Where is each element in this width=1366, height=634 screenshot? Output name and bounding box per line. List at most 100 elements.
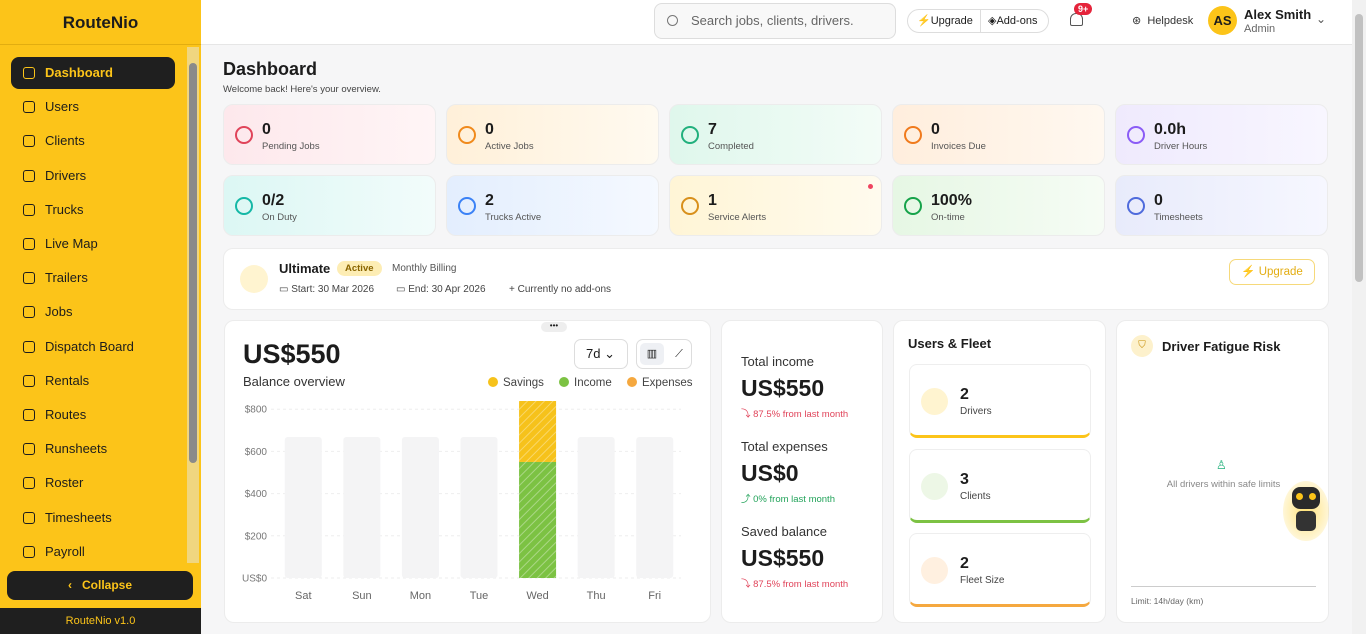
- nav-item[interactable]: Routes: [11, 399, 175, 431]
- total-change-text: 87.5% from last month: [753, 579, 849, 590]
- stat-value: 2: [485, 192, 494, 209]
- range-select[interactable]: 7d ⌄: [574, 339, 628, 369]
- stat-label: Driver Hours: [1154, 141, 1208, 152]
- collapse-button[interactable]: ‹ Collapse: [7, 571, 193, 600]
- addons-link[interactable]: ◈Add-ons: [980, 10, 1037, 32]
- stat-card: 0 Active Jobs: [446, 104, 659, 165]
- stat-icon: [458, 126, 476, 144]
- page-scrollbar: [1352, 0, 1366, 634]
- plan-start: ▭ Start: 30 Mar 2026: [279, 284, 375, 295]
- bar-placeholder: [401, 437, 439, 578]
- plan-end: ▭ End: 30 Apr 2026: [396, 284, 486, 295]
- search-box[interactable]: Search jobs, clients, drivers.: [654, 3, 896, 39]
- collapse-label: Collapse: [81, 578, 132, 592]
- bar-placeholder: [577, 437, 615, 578]
- nav-item[interactable]: Payroll: [11, 536, 175, 568]
- stat-card: 0.0h Driver Hours: [1115, 104, 1328, 165]
- fatigue-message: All drivers within safe limits: [1166, 479, 1281, 490]
- nav-item[interactable]: Timesheets: [11, 502, 175, 534]
- plan-end-text: End: 30 Apr 2026: [408, 284, 486, 295]
- upgrade-text: Upgrade: [930, 15, 973, 27]
- nav-item[interactable]: Trucks: [11, 194, 175, 226]
- user-name: Alex Smith: [1244, 7, 1312, 22]
- helpdesk[interactable]: ⊛ Helpdesk: [1132, 15, 1194, 27]
- upgrade-link[interactable]: ⚡Upgrade: [917, 15, 973, 27]
- stat-card: 0 Pending Jobs: [223, 104, 436, 165]
- total-change: ⤵ 87.5% from last month: [741, 579, 849, 590]
- nav-item[interactable]: Jobs: [11, 296, 175, 328]
- nav-item[interactable]: Roster: [11, 467, 175, 499]
- nav-icon: [23, 169, 35, 182]
- line-view[interactable]: ⟋: [675, 348, 683, 360]
- legend-label: Savings: [503, 377, 544, 389]
- fatigue-icon: ⛉: [1131, 335, 1153, 357]
- stat-value: 0: [1154, 192, 1163, 209]
- fleet-icon: [921, 472, 948, 500]
- balance-chart: US$0 $200 $400 $600 $800 Savings Income Expense…: [242, 377, 693, 602]
- alert-dot: [868, 184, 873, 189]
- stat-card: 0/2 On Duty: [223, 175, 436, 236]
- total-amount: US$550: [741, 545, 825, 571]
- nav-label: Routes: [45, 407, 87, 422]
- nav-item[interactable]: Clients: [11, 125, 175, 157]
- nav-item[interactable]: Runsheets: [11, 433, 175, 465]
- fleet-label: Fleet Size: [960, 575, 1005, 586]
- y-tick-label: $600: [245, 447, 268, 458]
- nav-icon: [23, 67, 35, 79]
- nav-item[interactable]: Trailers: [11, 262, 175, 294]
- view-toggle: ▥ ⟋: [636, 339, 692, 369]
- nav-label: Users: [45, 99, 79, 115]
- nav-label: Jobs: [45, 304, 73, 320]
- nav-item[interactable]: Live Map: [11, 228, 175, 260]
- stat-icon: [458, 197, 476, 215]
- x-tick-label: Tue: [470, 590, 489, 602]
- stat-card: 7 Completed: [669, 104, 882, 165]
- stat-value: 0/2: [262, 192, 285, 209]
- avatar[interactable]: AS: [1208, 6, 1237, 35]
- fleet-title: Users & Fleet: [908, 336, 992, 351]
- fleet-item: 2 Fleet Size: [909, 533, 1091, 607]
- total-change: ⤵ 87.5% from last month: [741, 409, 849, 420]
- fatigue-title: Driver Fatigue Risk: [1162, 339, 1281, 354]
- stat-value: 0: [262, 121, 271, 138]
- nav-item[interactable]: Dashboard: [11, 57, 175, 89]
- fleet-label: Drivers: [960, 406, 992, 417]
- y-tick-label: $800: [245, 405, 268, 416]
- nav-item[interactable]: Rentals: [11, 365, 175, 397]
- x-tick-label: Sun: [352, 590, 372, 602]
- x-tick-label: Sat: [295, 590, 312, 602]
- nav-label: Rentals: [45, 372, 90, 388]
- nav-item[interactable]: Drivers: [11, 160, 175, 192]
- bar-placeholder: [284, 437, 322, 578]
- nav-item[interactable]: Dispatch Board: [11, 331, 175, 363]
- plan-status: Active: [337, 261, 382, 276]
- stat-icon: [1127, 126, 1145, 144]
- x-tick-label: Wed: [526, 590, 548, 602]
- stat-icon: [904, 126, 922, 144]
- drag-handle[interactable]: •••: [541, 322, 567, 332]
- bar-view[interactable]: ▥: [640, 343, 664, 365]
- user-menu-caret[interactable]: ⌄: [1316, 12, 1327, 26]
- nav-label: Trucks: [45, 201, 84, 217]
- stat-card: 2 Trucks Active: [446, 175, 659, 236]
- nav-item[interactable]: Users: [11, 91, 175, 123]
- nav-label: Runsheets: [45, 441, 108, 457]
- fleet-icon: [921, 388, 948, 415]
- fleet-icon: [921, 557, 948, 584]
- stat-label: On Duty: [262, 212, 297, 223]
- addons-text: Add-ons: [996, 15, 1038, 27]
- stat-card: 0 Invoices Due: [892, 104, 1105, 165]
- x-tick-label: Fri: [648, 590, 661, 602]
- stat-card: 100% On-time: [892, 175, 1105, 236]
- nav-label: Live Map: [45, 236, 98, 251]
- nav-icon: [23, 238, 35, 250]
- legend-label: Income: [574, 377, 612, 389]
- plan-billing: Monthly Billing: [392, 263, 457, 274]
- stat-value: 0.0h: [1154, 121, 1187, 138]
- stat-value: 7: [708, 121, 717, 138]
- bar-placeholder: [636, 437, 674, 578]
- plan-upgrade-button[interactable]: ⚡ Upgrade: [1229, 259, 1315, 285]
- nav-label: Trailers: [45, 270, 88, 286]
- stat-icon: [904, 197, 922, 215]
- version: RouteNio v1.0: [0, 608, 201, 634]
